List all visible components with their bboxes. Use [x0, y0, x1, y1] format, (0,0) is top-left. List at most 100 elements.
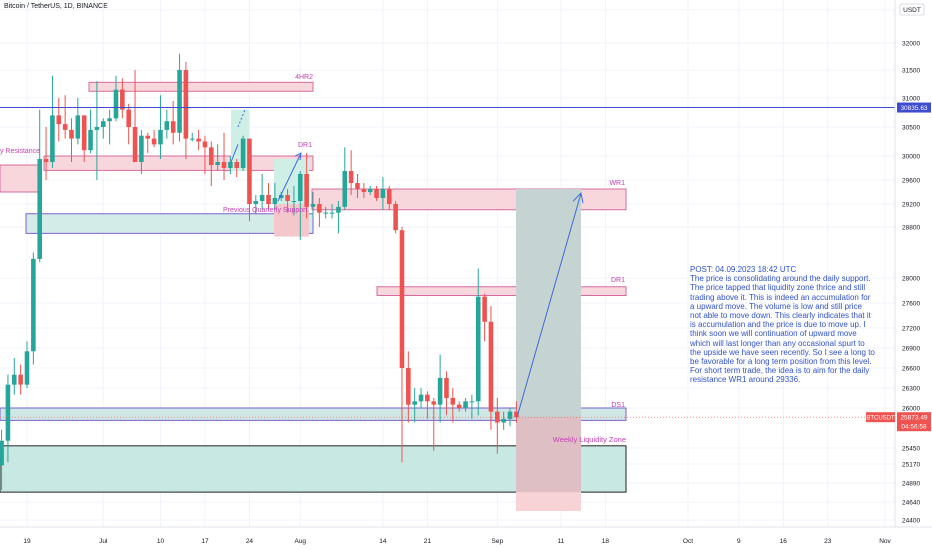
- projection-arrow: [516, 193, 582, 418]
- previous-quarterly-support-zone: [25, 213, 314, 234]
- candle-body: [399, 230, 405, 368]
- candle-body: [272, 198, 278, 204]
- candle-body: [507, 411, 513, 419]
- y-tick-label: 27200: [902, 326, 920, 333]
- candle-body: [298, 174, 303, 201]
- candle-body: [158, 129, 163, 145]
- candle-body: [323, 212, 328, 214]
- candle-body: [151, 138, 157, 145]
- candle-body: [221, 162, 227, 168]
- y-tick-label: 26000: [902, 406, 920, 413]
- chart-title: Bitcoin / TetherUS, 1D, BINANCE: [4, 3, 108, 10]
- candle-body: [62, 124, 68, 130]
- annotation-label: Previous Quarterly Support: [223, 207, 307, 214]
- candle-body: [425, 394, 430, 402]
- candle-body: [501, 418, 506, 423]
- candle-body: [278, 195, 284, 198]
- candle-body: [342, 171, 348, 207]
- annotation-label: Weekly Liquidity Zone: [553, 435, 626, 444]
- candle-body: [164, 121, 170, 130]
- y-tick-label: 25450: [902, 446, 920, 453]
- y-tick-label: 24890: [902, 481, 920, 488]
- annotation-label: DS1: [611, 402, 625, 409]
- line-price-box: [897, 102, 931, 113]
- candle-body: [329, 212, 335, 214]
- currency-label: USDT: [903, 7, 921, 14]
- annotation-label: DR1: [298, 142, 312, 149]
- candle-body: [456, 404, 462, 408]
- x-tick-label: Oct: [683, 538, 693, 545]
- x-tick-label: 14: [379, 538, 387, 545]
- y-tick-label: 31000: [902, 96, 920, 103]
- candle-body: [431, 401, 437, 405]
- candle-body: [317, 204, 322, 213]
- candle-body: [196, 138, 201, 142]
- candle-body: [310, 204, 316, 207]
- candle-body: [139, 135, 144, 162]
- candle-body: [240, 138, 246, 168]
- candle-body: [113, 89, 119, 119]
- annotation-label: DR1: [611, 277, 625, 284]
- y-tick-label: 30500: [902, 125, 920, 132]
- x-tick-label: 16: [780, 538, 788, 545]
- long-position-target: [516, 189, 581, 418]
- position-stop-small: [274, 204, 309, 237]
- x-tick-label: Nov: [879, 538, 891, 545]
- y-tick-label: 26600: [902, 366, 920, 373]
- candle-body: [81, 115, 87, 151]
- small-arrow-head: [294, 152, 302, 161]
- candle-body: [107, 118, 112, 122]
- candle-body: [120, 89, 125, 110]
- candle-body: [209, 147, 214, 165]
- candle-body: [132, 127, 138, 162]
- candle-body: [94, 127, 100, 130]
- candle-body: [75, 115, 81, 139]
- candle-body: [100, 121, 106, 127]
- candle-body: [285, 195, 290, 201]
- candle-body: [183, 70, 189, 139]
- currency-box: [899, 3, 925, 16]
- candle-body: [259, 195, 265, 201]
- y-tick-label: 28800: [902, 225, 920, 232]
- note-body: The price is consolidating around the da…: [690, 274, 875, 385]
- x-tick-label: Jul: [99, 538, 108, 545]
- x-tick-label: 19: [23, 538, 31, 545]
- y-tick-label: 28000: [902, 276, 920, 283]
- y-tick-label: 26900: [902, 346, 920, 353]
- candle-body: [393, 204, 398, 231]
- current-price-box: [897, 412, 931, 432]
- candle-body: [177, 70, 182, 133]
- candle-body: [406, 368, 411, 405]
- candle-body: [380, 189, 386, 198]
- x-tick-label: 9: [737, 538, 741, 545]
- y-tick-label: 29200: [902, 202, 920, 209]
- y-tick-label: 25170: [902, 462, 920, 469]
- annotation-label: y Resistance: [0, 148, 40, 155]
- candle-body: [450, 398, 456, 405]
- candle-body: [475, 296, 481, 402]
- projection-arrow-head: [572, 192, 584, 204]
- x-tick-label: Aug: [294, 538, 306, 545]
- candle-body: [43, 159, 49, 162]
- y-tick-label: 29600: [902, 178, 920, 185]
- candle-body: [202, 141, 208, 148]
- candle-body: [355, 183, 360, 189]
- small-arrow-2: [230, 144, 239, 163]
- line-price-label: 30835.63: [900, 105, 927, 112]
- candle-body: [189, 138, 195, 140]
- candle-body: [5, 384, 11, 441]
- candle-body: [170, 121, 176, 133]
- candle-body: [386, 189, 392, 204]
- y-tick-label: 30000: [902, 154, 920, 161]
- annotation-label: WR1: [609, 180, 625, 187]
- y-tick-label: 24640: [902, 500, 920, 507]
- y-tick-label: 32000: [902, 41, 920, 48]
- annotation-label: 4HR2: [295, 74, 313, 81]
- candle-body: [56, 115, 62, 125]
- x-tick-label: 23: [824, 538, 832, 545]
- yearly-resistance-zone-left: [0, 164, 39, 193]
- candle-body: [367, 189, 373, 192]
- candle-body: [247, 138, 252, 204]
- candle-body: [469, 401, 475, 403]
